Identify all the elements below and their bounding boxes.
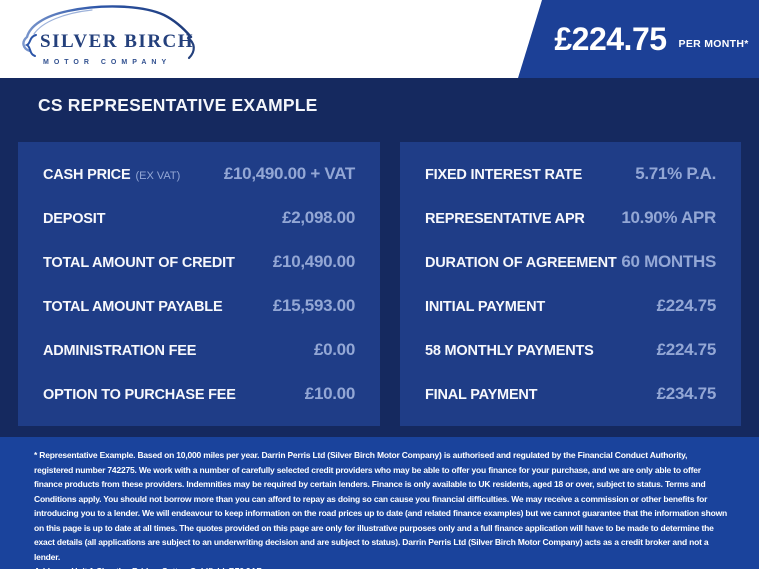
finance-panel-right: FIXED INTEREST RATE 5.71% P.A. REPRESENT… bbox=[400, 142, 741, 426]
row-value: 5.71% P.A. bbox=[635, 164, 716, 183]
row-monthly-payments: 58 MONTHLY PAYMENTS £224.75 bbox=[400, 340, 741, 360]
row-duration-of-agreement: DURATION OF AGREEMENT 60 MONTHS bbox=[400, 252, 741, 272]
row-label-note: (EX VAT) bbox=[135, 170, 181, 182]
row-value: £10.00 bbox=[304, 384, 356, 403]
row-label: INITIAL PAYMENT bbox=[425, 299, 545, 315]
row-value: £224.75 bbox=[656, 340, 717, 359]
monthly-price-banner: £224.75 PER MONTH* bbox=[518, 0, 759, 78]
row-deposit: DEPOSIT £2,098.00 bbox=[18, 208, 380, 228]
row-label: OPTION TO PURCHASE FEE bbox=[43, 387, 236, 403]
row-admin-fee: ADMINISTRATION FEE £0.00 bbox=[18, 340, 380, 360]
row-label: DURATION OF AGREEMENT bbox=[425, 255, 617, 271]
row-label: CASH PRICE bbox=[43, 167, 131, 183]
row-value: £10,490.00 + VAT bbox=[223, 164, 355, 183]
row-value: £234.75 bbox=[656, 384, 717, 403]
disclaimer-text: * Representative Example. Based on 10,00… bbox=[34, 450, 727, 562]
row-label: FIXED INTEREST RATE bbox=[425, 167, 583, 183]
representative-example-section: CS REPRESENTATIVE EXAMPLE CASH PRICE (EX … bbox=[0, 78, 759, 437]
row-value: £2,098.00 bbox=[282, 208, 355, 227]
row-value: 10.90% APR bbox=[621, 208, 716, 227]
row-label: FINAL PAYMENT bbox=[425, 387, 538, 403]
row-total-credit: TOTAL AMOUNT OF CREDIT £10,490.00 bbox=[18, 252, 380, 272]
monthly-price-period: PER MONTH* bbox=[678, 38, 749, 50]
row-initial-payment: INITIAL PAYMENT £224.75 bbox=[400, 296, 741, 316]
row-label: REPRESENTATIVE APR bbox=[425, 211, 585, 227]
monthly-price-amount: £224.75 bbox=[554, 20, 667, 57]
row-option-to-purchase-fee: OPTION TO PURCHASE FEE £10.00 bbox=[18, 384, 380, 404]
row-final-payment: FINAL PAYMENT £234.75 bbox=[400, 384, 741, 404]
page-title: CS REPRESENTATIVE EXAMPLE bbox=[38, 95, 318, 115]
row-value: £10,490.00 bbox=[272, 252, 355, 271]
car-outline-icon bbox=[22, 5, 195, 60]
address-text: Address: Unit 1 Cheatles Bridge, Sutton … bbox=[34, 564, 727, 569]
row-total-payable: TOTAL AMOUNT PAYABLE £15,593.00 bbox=[18, 296, 380, 316]
logo-subtitle: MOTOR COMPANY bbox=[43, 59, 172, 66]
row-label: DEPOSIT bbox=[43, 211, 106, 227]
row-value: £0.00 bbox=[313, 340, 355, 359]
logo-name: SILVER BIRCH bbox=[40, 31, 195, 52]
row-value: £224.75 bbox=[656, 296, 717, 315]
row-fixed-interest-rate: FIXED INTEREST RATE 5.71% P.A. bbox=[400, 164, 741, 184]
footer: * Representative Example. Based on 10,00… bbox=[0, 437, 759, 569]
row-value: £15,593.00 bbox=[272, 296, 355, 315]
row-label: TOTAL AMOUNT OF CREDIT bbox=[43, 255, 235, 271]
row-value: 60 MONTHS bbox=[621, 252, 716, 271]
header: SILVER BIRCH MOTOR COMPANY £224.75 PER M… bbox=[0, 0, 759, 78]
finance-panel-left: CASH PRICE (EX VAT) £10,490.00 + VAT DEPO… bbox=[18, 142, 380, 426]
row-representative-apr: REPRESENTATIVE APR 10.90% APR bbox=[400, 208, 741, 228]
row-label: TOTAL AMOUNT PAYABLE bbox=[43, 299, 223, 315]
row-cash-price: CASH PRICE (EX VAT) £10,490.00 + VAT bbox=[18, 164, 380, 184]
row-label: ADMINISTRATION FEE bbox=[43, 343, 197, 359]
company-logo[interactable]: SILVER BIRCH MOTOR COMPANY bbox=[16, 4, 211, 76]
row-label: 58 MONTHLY PAYMENTS bbox=[425, 343, 594, 359]
finance-panels: CASH PRICE (EX VAT) £10,490.00 + VAT DEPO… bbox=[18, 142, 741, 426]
